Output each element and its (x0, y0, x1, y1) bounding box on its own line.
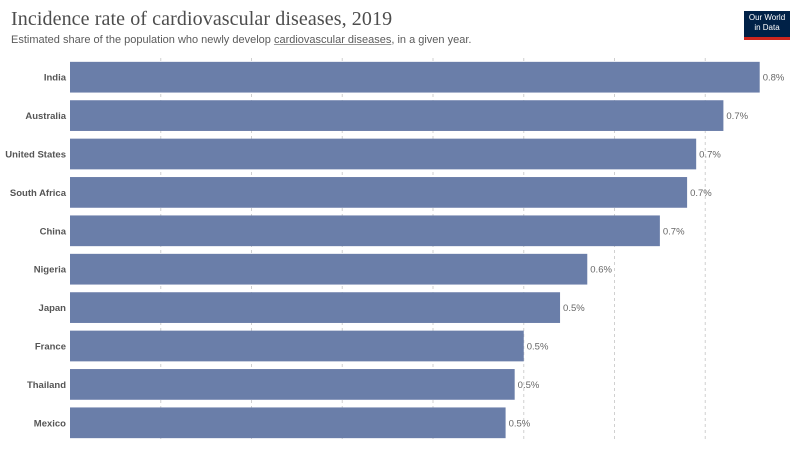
category-label: Mexico (34, 418, 66, 429)
value-label: 0.5% (527, 342, 549, 353)
value-label: 0.5% (509, 418, 531, 429)
bar-thailand[interactable] (70, 369, 515, 400)
value-label: 0.7% (663, 226, 685, 237)
value-label: 0.7% (690, 188, 712, 199)
chart-title: Incidence rate of cardiovascular disease… (11, 8, 393, 30)
value-label: 0.7% (726, 111, 748, 122)
value-label: 0.5% (518, 380, 540, 391)
bar-australia[interactable] (70, 100, 724, 131)
bar-japan[interactable] (70, 292, 561, 323)
chart-subtitle: Estimated share of the population who ne… (11, 34, 471, 46)
category-label: Nigeria (34, 265, 67, 276)
logo-line-2: in Data (754, 23, 780, 32)
category-label: Japan (39, 303, 67, 314)
category-label: France (35, 342, 66, 353)
labels: India 0.8% Australia 0.7% United States 0.7% S… (5, 73, 785, 430)
bars (70, 61, 760, 439)
bar-france[interactable] (70, 330, 524, 362)
subtitle-text-after: , in a given year. (391, 34, 472, 46)
value-label: 0.5% (563, 303, 585, 314)
category-label: South Africa (10, 188, 67, 199)
value-label: 0.7% (699, 150, 721, 161)
bar-china[interactable] (70, 215, 660, 247)
value-label: 0.6% (590, 265, 612, 276)
bar-south-africa[interactable] (70, 177, 688, 208)
category-label: India (44, 73, 67, 84)
category-label: Thailand (27, 380, 66, 391)
bar-nigeria[interactable] (70, 253, 588, 285)
bar-united-states[interactable] (70, 138, 697, 170)
logo-line-1: Our World (748, 13, 786, 22)
cardiovascular-diseases-link[interactable]: cardiovascular diseases (273, 34, 392, 46)
category-label: United States (5, 150, 66, 161)
value-label: 0.8% (763, 73, 785, 84)
category-label: Australia (25, 111, 66, 122)
bar-india[interactable] (70, 61, 760, 93)
category-label: China (40, 226, 67, 237)
subtitle-text-before: Estimated share of the population who ne… (11, 34, 274, 46)
owid-logo[interactable]: Our World in Data (744, 11, 790, 40)
bar-mexico[interactable] (70, 407, 506, 439)
